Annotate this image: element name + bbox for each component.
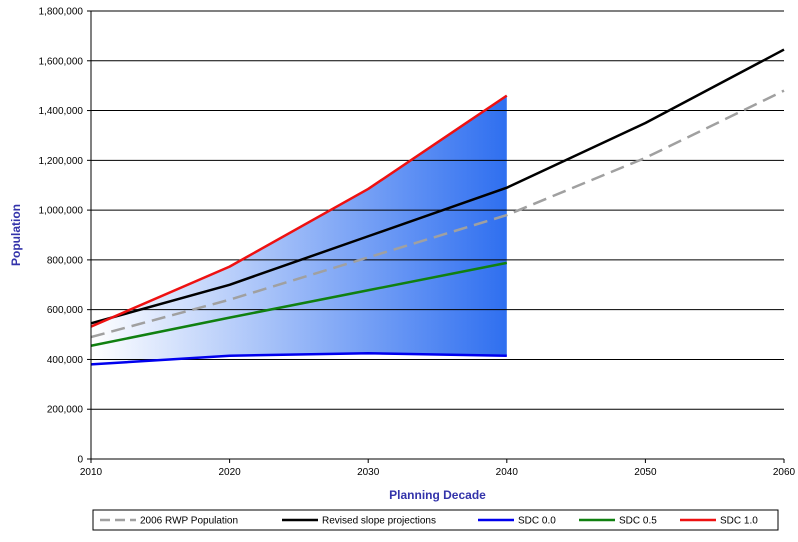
y-tick-label: 200,000: [47, 405, 84, 416]
legend-label: SDC 0.0: [518, 516, 556, 527]
y-tick-label: 1,400,000: [39, 106, 84, 117]
legend-label: SDC 1.0: [720, 516, 758, 527]
y-tick-label: 1,600,000: [39, 56, 84, 67]
y-tick-label: 1,200,000: [39, 156, 84, 167]
legend-label: 2006 RWP Population: [140, 516, 238, 527]
x-tick-label: 2020: [218, 467, 241, 478]
y-axis-title: Population: [9, 204, 23, 266]
x-tick-label: 2030: [357, 467, 380, 478]
x-tick-label: 2050: [634, 467, 657, 478]
legend-label: Revised slope projections: [322, 516, 436, 527]
y-tick-label: 400,000: [47, 355, 84, 366]
y-tick-label: 600,000: [47, 305, 84, 316]
legend: 2006 RWP Population Revised slope project…: [93, 510, 778, 530]
shaded-range-band: [91, 96, 507, 365]
y-tick-label: 1,800,000: [39, 7, 84, 18]
y-tick-label: 0: [77, 455, 83, 466]
legend-label: SDC 0.5: [619, 516, 657, 527]
x-tick-label: 2010: [80, 467, 103, 478]
x-tick-label: 2040: [496, 467, 519, 478]
x-tick-label: 2060: [773, 467, 796, 478]
y-tick-label: 1,000,000: [39, 206, 84, 217]
y-tick-label: 800,000: [47, 255, 84, 266]
x-axis-title: Planning Decade: [389, 488, 486, 502]
